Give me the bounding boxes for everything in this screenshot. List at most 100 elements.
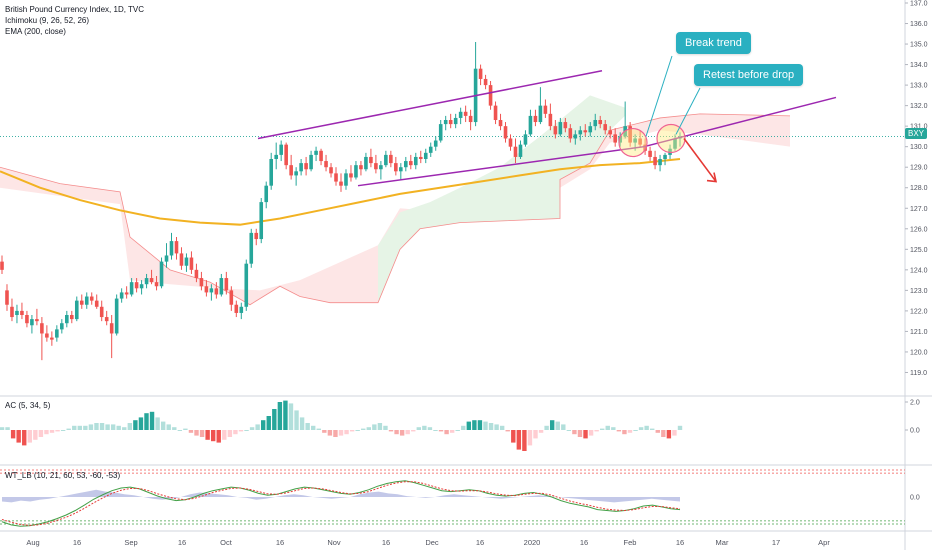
ac-bar [361, 428, 366, 430]
candle-body [114, 298, 119, 334]
ac-bar [205, 430, 210, 440]
chart-legend: British Pound Currency Index, 1D, TVC Ic… [5, 4, 144, 37]
ac-bar [299, 417, 305, 430]
candle-body [189, 257, 194, 270]
ac-bar [549, 420, 555, 430]
y-tick-label: 119.0 [910, 370, 927, 377]
ema-legend: EMA (200, close) [5, 27, 66, 36]
x-tick-label: Aug [26, 538, 39, 547]
x-tick-label: 17 [772, 538, 780, 547]
ac-bar [661, 430, 666, 437]
ac-bar [133, 420, 138, 430]
ac-bar [383, 425, 388, 430]
candle-body [279, 144, 283, 155]
candle-body [658, 159, 662, 166]
ac-bar [411, 430, 416, 432]
x-tick-label: 16 [73, 538, 81, 547]
candle-body [653, 156, 657, 166]
candle-body [423, 152, 428, 159]
candle-body [144, 278, 149, 285]
x-tick-label: 16 [382, 538, 390, 547]
ac-y-label: 2.0 [910, 400, 920, 407]
candle-body [513, 146, 518, 157]
callout-pointer [675, 87, 701, 135]
ac-bar [322, 430, 327, 433]
highlight-circle [618, 127, 648, 158]
candle-body [60, 323, 64, 330]
y-tick-label: 121.0 [910, 329, 928, 336]
ac-bar [588, 430, 594, 436]
candle-body [673, 138, 677, 149]
candle-body [319, 150, 323, 162]
candle-body [30, 319, 34, 326]
ac-bar [16, 430, 21, 443]
chart-title: British Pound Currency Index, 1D, TVC [5, 5, 145, 14]
y-tick-label: 137.0 [910, 1, 928, 8]
candle-body [384, 154, 388, 166]
ac-bar [433, 430, 438, 431]
candle-body [234, 304, 239, 313]
candle-body [174, 241, 179, 254]
ac-bar [422, 425, 427, 430]
x-tick-label: Mar [716, 538, 729, 547]
candle-body [583, 130, 588, 133]
candle-body [344, 173, 348, 186]
ac-bar [583, 430, 588, 439]
candle-body [124, 292, 129, 295]
ac-bar [227, 430, 233, 437]
candle-body [94, 300, 99, 307]
candle-body [374, 163, 378, 170]
candle-body [129, 282, 134, 295]
ac-bar [27, 430, 32, 443]
channel-lower-line [357, 145, 645, 187]
candle-body [638, 138, 642, 145]
candle-body [548, 113, 553, 127]
candle-body [498, 120, 503, 127]
ac-bar [566, 430, 572, 431]
x-tick-label: 16 [476, 538, 484, 547]
ac-bar [633, 430, 638, 431]
candle-body [99, 306, 104, 318]
candle-body [369, 156, 373, 164]
y-tick-label: 126.0 [910, 226, 928, 233]
ac-bar [149, 411, 155, 430]
candle-body [408, 161, 413, 166]
ac-bar [183, 428, 188, 430]
ac-bar [449, 430, 455, 433]
candle-body [568, 128, 573, 139]
candle-body [50, 337, 54, 340]
ac-bar [377, 423, 383, 430]
candle-body [209, 288, 214, 293]
candle-body [249, 232, 254, 264]
candle-body [553, 126, 558, 135]
ac-bar [405, 430, 410, 435]
candle-body [329, 167, 333, 174]
candle-body [219, 278, 224, 295]
candle-body [79, 300, 84, 305]
candle-body [84, 296, 89, 305]
ac-bar [461, 425, 466, 430]
y-tick-label: 127.0 [910, 206, 928, 213]
candle-body [593, 120, 598, 127]
candle-body [35, 319, 39, 322]
candle-body [134, 282, 139, 289]
break-trend-callout: Break trend [676, 32, 751, 54]
ac-bar [311, 425, 316, 430]
ac-bar [572, 430, 577, 435]
ac-bar [77, 425, 83, 430]
candle-body [274, 154, 278, 159]
ichimoku-cloud-bearish [0, 113, 790, 305]
ac-bar [511, 430, 516, 443]
candle-body [334, 173, 338, 182]
ac-bar [622, 430, 627, 435]
ac-bar [477, 420, 483, 430]
ac-bar [105, 424, 110, 430]
ac-bar [561, 424, 566, 430]
y-tick-label: 122.0 [910, 308, 928, 315]
ac-bar [427, 427, 433, 430]
ema-200-line [0, 158, 681, 226]
ac-bar [272, 409, 277, 430]
candle-body [244, 263, 249, 307]
ac-bar [44, 430, 49, 435]
